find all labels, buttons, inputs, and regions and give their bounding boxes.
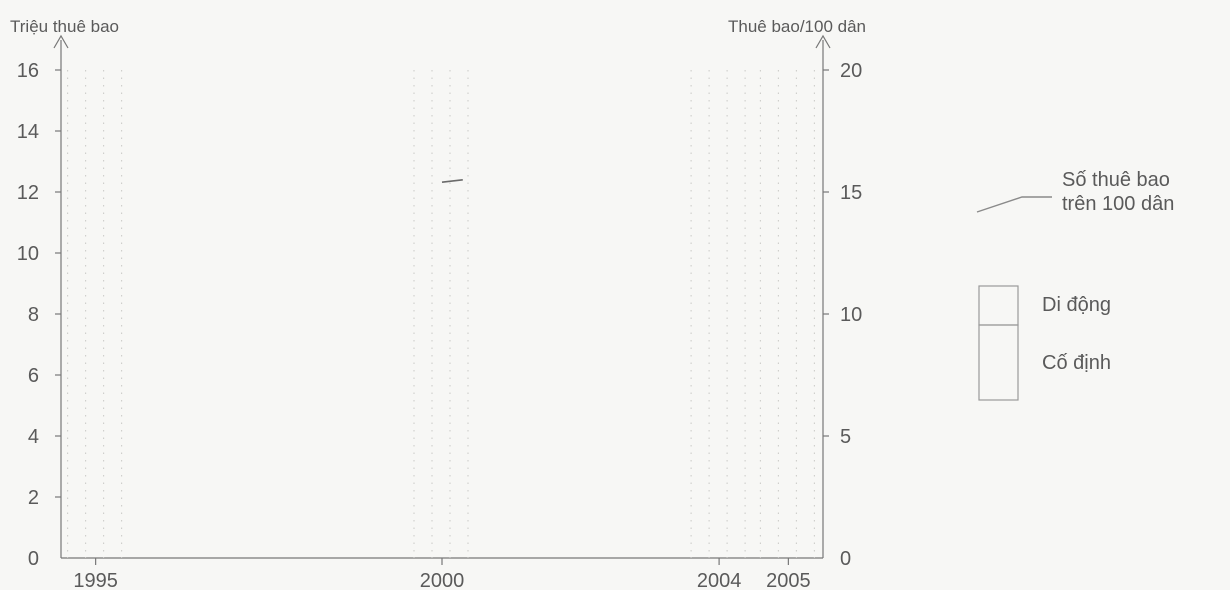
left-tick-label: 2 xyxy=(28,487,39,509)
legend-line-swatch xyxy=(976,196,1052,213)
left-tick-label: 16 xyxy=(17,60,39,82)
legend-fixed-label: Cố định xyxy=(1042,352,1111,374)
legend-mobile-swatch xyxy=(978,285,1019,326)
right-axis-arrow xyxy=(815,34,831,49)
subscribers-per-100-line-layer xyxy=(441,179,463,183)
legend-fixed-swatch xyxy=(978,324,1019,401)
right-tick-label: 0 xyxy=(840,548,851,570)
right-tick-label: 10 xyxy=(840,304,862,326)
legend-line-label-2: trên 100 dân xyxy=(1062,193,1174,215)
left-tick-label: 14 xyxy=(17,121,39,143)
line-segment-subscribers-per-100 xyxy=(441,179,463,183)
plot-axes xyxy=(53,34,831,559)
x-tick-label: 1995 xyxy=(73,570,118,590)
left-tick-label: 4 xyxy=(28,426,39,448)
right-tick-label: 15 xyxy=(840,182,862,204)
x-axis-ticks: 1995 2000 2004 2005 xyxy=(73,558,811,590)
left-tick-label: 0 xyxy=(28,548,39,570)
left-tick-label: 6 xyxy=(28,365,39,387)
x-tick-label: 2000 xyxy=(420,570,465,590)
right-tick-label: 20 xyxy=(840,60,862,82)
left-tick-label: 10 xyxy=(17,243,39,265)
left-tick-label: 8 xyxy=(28,304,39,326)
right-tick-label: 5 xyxy=(840,426,851,448)
grid-dots-layer xyxy=(67,70,815,558)
legend-mobile-label: Di động xyxy=(1042,294,1111,316)
right-axis-title: Thuê bao/100 dân xyxy=(728,17,866,36)
left-axis-arrow xyxy=(53,34,69,49)
left-tick-label: 12 xyxy=(17,182,39,204)
left-axis-ticks: 0 2 4 6 8 10 12 14 16 xyxy=(17,60,61,570)
left-axis-title: Triệu thuê bao xyxy=(10,17,119,36)
x-tick-label: 2005 xyxy=(766,570,811,590)
legend-line-label-1: Số thuê bao xyxy=(1062,169,1170,191)
x-tick-label: 2004 xyxy=(697,570,742,590)
right-axis-ticks: 0 5 10 15 20 xyxy=(823,60,862,570)
legend: Số thuê bao trên 100 dân Di động Cố định xyxy=(976,169,1174,401)
